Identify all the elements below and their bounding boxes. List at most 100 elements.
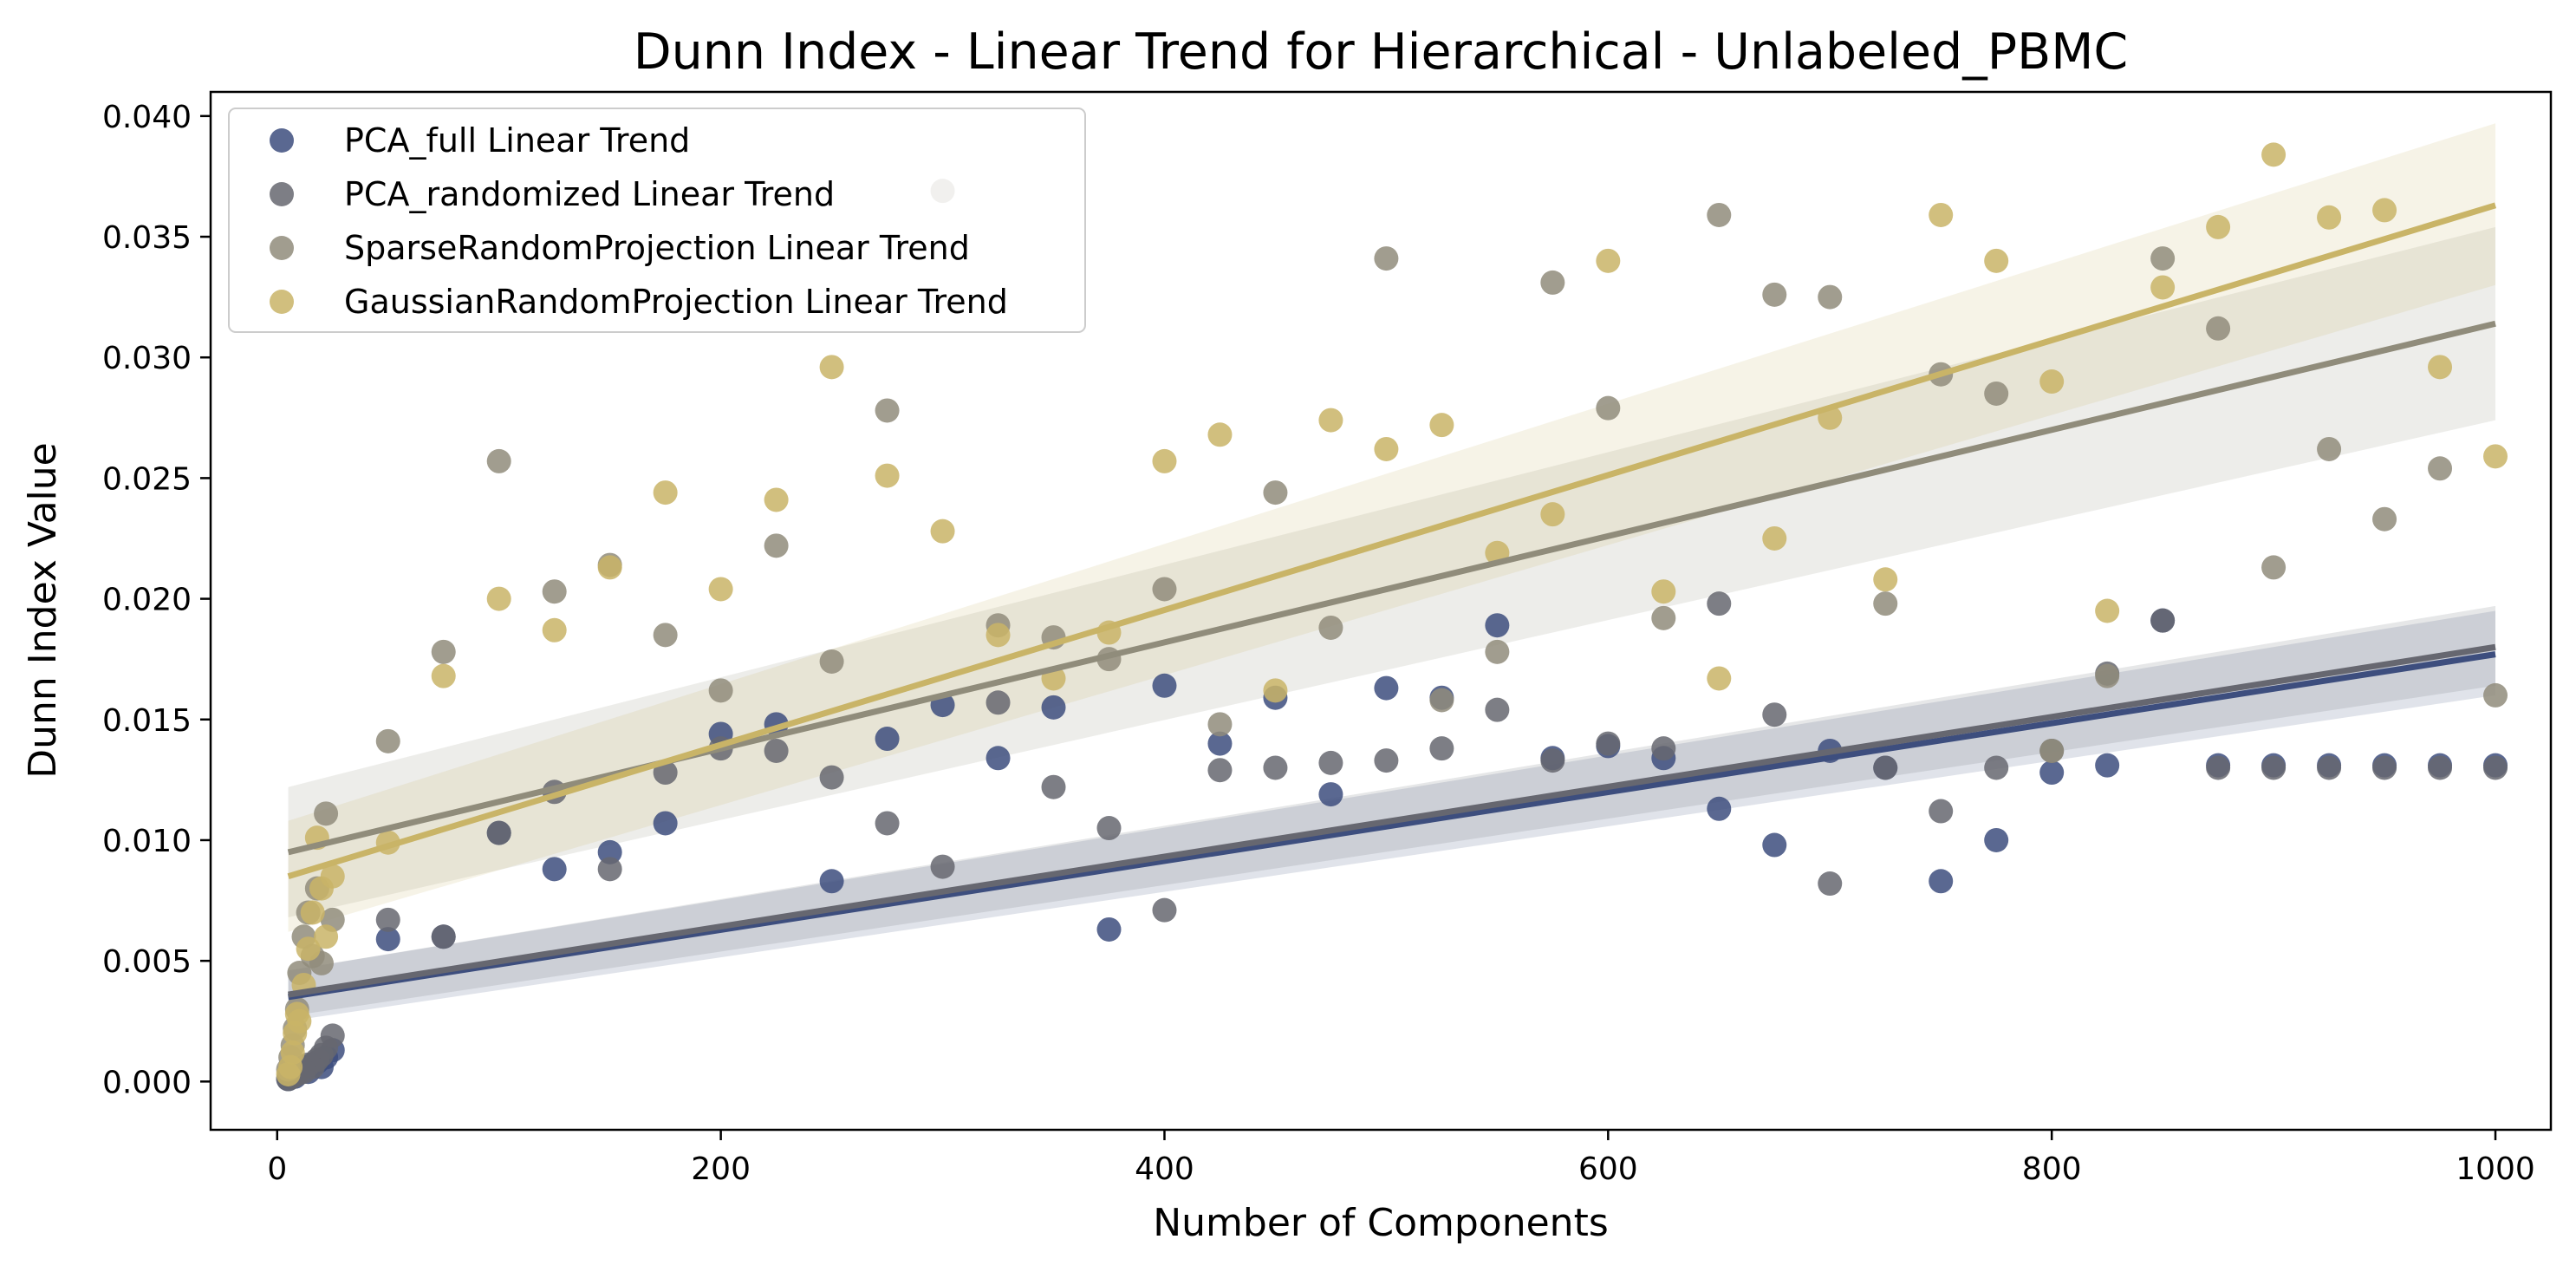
data-point-s1-32 bbox=[1429, 736, 1454, 761]
data-point-s3-16 bbox=[542, 617, 567, 643]
data-point-s1-38 bbox=[1762, 702, 1787, 727]
data-point-s1-36 bbox=[1651, 736, 1676, 761]
y-tick-label-3: 0.015 bbox=[102, 703, 192, 739]
data-point-s1-40 bbox=[1873, 755, 1898, 780]
data-point-s1-21 bbox=[819, 765, 844, 790]
data-point-s2-34 bbox=[1540, 270, 1565, 295]
data-point-s3-35 bbox=[1596, 248, 1621, 273]
data-point-s3-40 bbox=[1873, 567, 1898, 592]
data-point-s1-47 bbox=[2261, 755, 2287, 780]
data-point-s2-32 bbox=[1429, 688, 1454, 713]
data-point-s3-50 bbox=[2428, 355, 2453, 380]
data-point-s3-23 bbox=[930, 519, 955, 544]
legend-label-1: PCA_randomized Linear Trend bbox=[344, 175, 835, 213]
data-point-s2-44 bbox=[2095, 663, 2120, 688]
data-point-s3-2 bbox=[280, 1040, 305, 1065]
data-point-s3-15 bbox=[486, 586, 511, 611]
data-point-s3-17 bbox=[597, 555, 622, 580]
data-point-s2-46 bbox=[2206, 316, 2231, 341]
data-point-s0-13 bbox=[375, 927, 400, 952]
data-point-s3-14 bbox=[431, 663, 456, 688]
y-tick-label-4: 0.020 bbox=[102, 583, 192, 618]
y-tick-label-2: 0.010 bbox=[102, 824, 192, 859]
data-point-s2-29 bbox=[1263, 480, 1288, 506]
data-point-s2-45 bbox=[2150, 246, 2176, 271]
trend-line-0 bbox=[288, 651, 2496, 1001]
x-tick-label-3: 600 bbox=[1578, 1151, 1638, 1187]
confidence-band-2 bbox=[288, 226, 2496, 918]
y-tick-label-0: 0.000 bbox=[102, 1065, 192, 1100]
data-point-s3-19 bbox=[708, 577, 733, 602]
data-point-s0-17 bbox=[597, 839, 622, 864]
data-point-s0-26 bbox=[1096, 916, 1122, 942]
data-point-s2-20 bbox=[764, 533, 789, 558]
data-point-s3-18 bbox=[653, 480, 678, 506]
data-point-s3-37 bbox=[1707, 666, 1732, 691]
y-tick-label-1: 0.005 bbox=[102, 944, 192, 980]
trend-line-1 bbox=[288, 643, 2496, 998]
legend-label-3: GaussianRandomProjection Linear Trend bbox=[344, 283, 1008, 321]
data-point-s1-30 bbox=[1318, 750, 1343, 775]
data-point-s3-34 bbox=[1540, 502, 1565, 527]
data-point-s1-46 bbox=[2206, 755, 2231, 780]
data-point-s1-13 bbox=[375, 907, 400, 932]
data-point-s0-31 bbox=[1374, 675, 1399, 701]
data-point-s2-19 bbox=[708, 678, 733, 703]
data-point-s3-45 bbox=[2150, 275, 2176, 300]
data-point-s3-51 bbox=[2483, 444, 2508, 469]
y-axis-label: Dunn Index Value bbox=[21, 442, 65, 778]
x-axis-label: Number of Components bbox=[1153, 1201, 1609, 1245]
data-point-s1-23 bbox=[930, 854, 955, 879]
data-point-s3-27 bbox=[1152, 448, 1177, 473]
data-point-s3-31 bbox=[1374, 436, 1399, 461]
data-point-s2-14 bbox=[431, 639, 456, 664]
data-point-s3-7 bbox=[296, 936, 321, 962]
data-point-s0-41 bbox=[1929, 869, 1954, 894]
data-point-s0-24 bbox=[986, 746, 1011, 771]
data-point-s2-27 bbox=[1152, 577, 1177, 602]
data-point-s3-5 bbox=[287, 1008, 312, 1034]
confidence-band-3 bbox=[288, 123, 2496, 932]
data-point-s1-50 bbox=[2428, 755, 2453, 780]
data-point-s2-51 bbox=[2483, 682, 2508, 708]
data-point-s3-46 bbox=[2206, 214, 2231, 239]
trend-line-3 bbox=[287, 202, 2497, 880]
y-tick-label-7: 0.035 bbox=[102, 220, 192, 256]
data-point-s1-15 bbox=[486, 820, 511, 845]
data-point-s2-15 bbox=[486, 448, 511, 473]
y-tick-label-5: 0.025 bbox=[102, 461, 192, 497]
data-point-s1-37 bbox=[1707, 591, 1732, 616]
data-point-s1-35 bbox=[1596, 731, 1621, 756]
legend-marker-2 bbox=[270, 236, 294, 260]
data-point-s0-38 bbox=[1762, 832, 1787, 858]
data-point-s0-16 bbox=[542, 857, 567, 882]
data-point-s1-49 bbox=[2372, 755, 2397, 780]
data-point-s2-50 bbox=[2428, 456, 2453, 481]
legend-label-0: PCA_full Linear Trend bbox=[344, 121, 690, 160]
data-point-s2-22 bbox=[875, 398, 900, 423]
data-point-s2-37 bbox=[1707, 202, 1732, 227]
data-point-s1-34 bbox=[1540, 748, 1565, 773]
data-point-s0-43 bbox=[2039, 760, 2065, 786]
data-point-s1-31 bbox=[1374, 748, 1399, 773]
plot-area-frame bbox=[209, 90, 2553, 1132]
data-point-s0-28 bbox=[1207, 731, 1233, 756]
data-point-s1-17 bbox=[597, 857, 622, 882]
legend-marker-0 bbox=[270, 128, 294, 153]
data-point-s3-32 bbox=[1429, 413, 1454, 438]
data-point-s2-40 bbox=[1873, 591, 1898, 616]
data-point-s1-29 bbox=[1263, 755, 1288, 780]
data-point-s3-30 bbox=[1318, 408, 1343, 433]
data-point-s1-48 bbox=[2317, 755, 2342, 780]
data-point-s2-35 bbox=[1596, 395, 1621, 421]
data-point-s1-24 bbox=[986, 690, 1011, 715]
data-point-s0-33 bbox=[1485, 613, 1510, 638]
data-point-s3-11 bbox=[314, 924, 339, 949]
data-point-s0-30 bbox=[1318, 782, 1343, 807]
y-tick-label-6: 0.030 bbox=[102, 341, 192, 376]
data-point-s2-28 bbox=[1207, 712, 1233, 737]
data-point-s3-43 bbox=[2039, 369, 2065, 395]
data-point-s1-51 bbox=[2483, 755, 2508, 780]
data-point-s0-42 bbox=[1984, 827, 2009, 852]
